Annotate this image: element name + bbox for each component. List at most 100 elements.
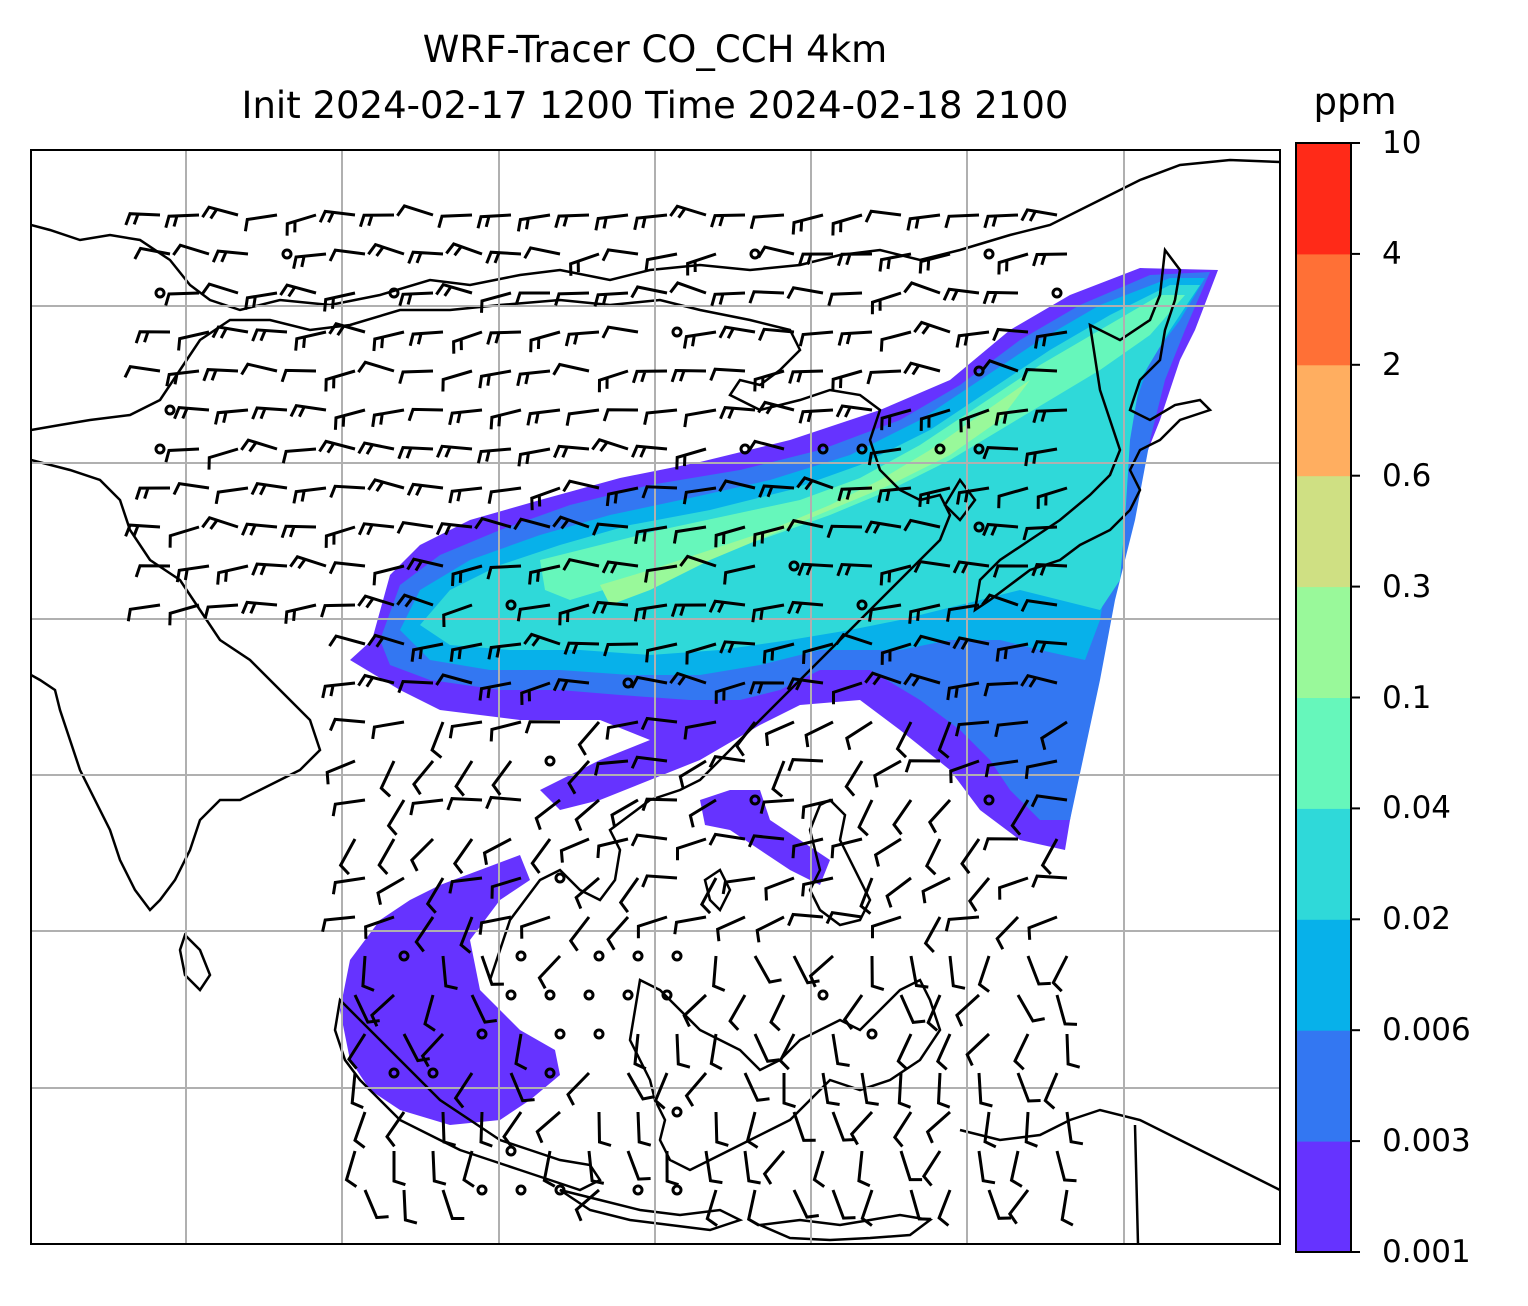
- wind-barb: [909, 1189, 932, 1221]
- calm-wind-marker: [622, 989, 634, 1001]
- wind-barb: [758, 484, 795, 498]
- wind-barb: [994, 720, 1029, 738]
- wind-barb: [683, 720, 717, 740]
- wind-barb: [678, 759, 707, 789]
- calm-wind-marker: [554, 1028, 566, 1040]
- wind-barb: [367, 242, 405, 257]
- wind-barb: [641, 797, 678, 812]
- wind-barb: [164, 213, 200, 229]
- wind-barb: [485, 250, 522, 264]
- wind-barb: [593, 291, 629, 307]
- wind-barb: [749, 213, 785, 230]
- wind-barb: [552, 515, 590, 530]
- wind-barb: [202, 368, 239, 382]
- wind-barb: [631, 444, 668, 458]
- wind-barb: [1020, 598, 1058, 613]
- wind-barb: [530, 486, 561, 511]
- wind-barb: [948, 955, 966, 990]
- wind-barb: [786, 518, 824, 532]
- wind-barb: [372, 564, 405, 586]
- wind-barb: [949, 759, 980, 784]
- wind-barb: [747, 1189, 760, 1227]
- wind-barb: [502, 1111, 523, 1148]
- wind-barb: [895, 721, 913, 759]
- wind-barb: [398, 369, 434, 385]
- wind-barb: [892, 799, 913, 836]
- calm-wind-marker: [934, 443, 946, 455]
- wind-barb: [1030, 794, 1068, 808]
- wind-barb: [630, 833, 668, 847]
- wind-barb: [960, 838, 981, 875]
- wind-barb: [618, 877, 640, 913]
- wind-barb: [441, 369, 473, 392]
- wind-barb: [903, 281, 941, 295]
- wind-barb: [470, 994, 497, 1024]
- wind-barb: [937, 1189, 952, 1227]
- wind-barb: [333, 408, 366, 430]
- wind-barb: [710, 291, 746, 307]
- wind-barb: [574, 798, 600, 832]
- wind-barb: [873, 837, 902, 867]
- wind-barb: [318, 439, 356, 454]
- wind-barb: [329, 717, 366, 732]
- wind-barb: [927, 798, 952, 834]
- colorbar-segment: [1296, 586, 1351, 698]
- wind-barb: [982, 290, 1019, 305]
- wind-barb: [574, 876, 600, 910]
- wind-barb: [952, 636, 990, 650]
- wind-barb: [1055, 1150, 1077, 1183]
- colorbar-tick-label: 2: [1382, 346, 1402, 383]
- wind-barb: [448, 876, 483, 894]
- wind-barb: [214, 408, 249, 425]
- calm-wind-marker: [661, 989, 673, 1001]
- wind-barb: [241, 522, 278, 536]
- wind-barb: [944, 213, 980, 229]
- wind-barb: [1060, 1189, 1074, 1227]
- wind-barb: [478, 915, 512, 935]
- wind-barb: [201, 515, 239, 530]
- wind-barb: [328, 248, 366, 262]
- wind-barb: [937, 721, 952, 759]
- wind-barb: [743, 1072, 770, 1102]
- wind-barb: [981, 593, 1019, 607]
- plume-band-004: [540, 295, 1185, 600]
- wind-barb: [673, 915, 707, 935]
- wind-barb: [977, 1150, 996, 1185]
- wind-barb: [448, 486, 483, 504]
- wind-barb: [284, 603, 317, 624]
- wind-barb: [792, 955, 820, 985]
- wind-barb: [896, 1033, 913, 1071]
- wind-barb: [164, 291, 200, 306]
- calm-wind-marker: [983, 794, 995, 806]
- wind-barb: [377, 838, 396, 876]
- plume-band-0001-south: [340, 855, 560, 1125]
- wind-barb: [535, 1110, 561, 1144]
- wind-barb: [983, 1111, 997, 1149]
- calm-wind-marker: [154, 287, 166, 299]
- wind-barb: [942, 287, 980, 301]
- wind-barb: [879, 564, 912, 586]
- wind-barb: [241, 600, 278, 615]
- wind-barb: [441, 955, 458, 990]
- wind-barb: [718, 479, 756, 493]
- calm-wind-marker: [593, 1028, 605, 1040]
- wind-barb: [1010, 799, 1030, 836]
- wind-barb: [1051, 955, 1069, 993]
- wind-barb: [367, 478, 405, 493]
- wind-barb: [709, 367, 746, 381]
- wind-barb: [787, 758, 824, 772]
- wind-barb: [626, 1150, 651, 1181]
- wind-barb: [240, 438, 278, 453]
- wind-barb: [446, 797, 483, 811]
- wind-barb: [870, 955, 885, 992]
- wind-barb: [849, 1110, 874, 1146]
- wind-barb: [485, 795, 522, 810]
- wind-barb: [918, 252, 951, 274]
- wind-barb: [358, 213, 395, 228]
- wind-barb: [956, 486, 990, 505]
- wind-barb: [718, 325, 756, 339]
- wind-barb: [449, 642, 483, 662]
- wind-barb: [842, 994, 864, 1030]
- wind-barb: [825, 911, 863, 925]
- wind-barb: [778, 1033, 796, 1071]
